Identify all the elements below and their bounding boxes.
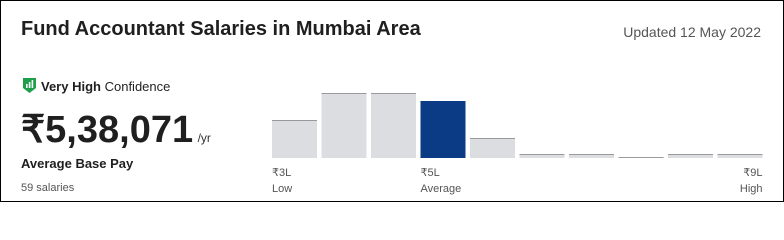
confidence-text: Confidence [104, 79, 171, 94]
x-caption: High [740, 183, 763, 195]
pay-unit: /yr [197, 131, 211, 145]
pay-label: Average Base Pay [21, 156, 134, 171]
pay-amount-row: ₹5,38,071 /yr [21, 107, 211, 152]
confidence-icon [23, 78, 36, 93]
x-caption: Low [272, 183, 292, 195]
bar [569, 154, 614, 158]
x-tick-label: ₹3L [272, 167, 291, 179]
bar [470, 138, 515, 158]
x-tick-label: ₹5L [421, 167, 440, 179]
bar [519, 154, 565, 158]
histogram: ₹3L Low ₹5L Average ₹9L High [272, 93, 763, 195]
bar [717, 154, 763, 158]
x-caption: Average [421, 183, 462, 195]
confidence-level: Very High [41, 79, 101, 94]
salary-count: 59 salaries [21, 182, 75, 194]
bar [668, 154, 713, 158]
bar [321, 93, 367, 158]
confidence: Very High Confidence [41, 79, 170, 94]
salary-card: Fund Accountant Salaries in Mumbai Area … [0, 0, 784, 202]
pay-amount: ₹5,38,071 [21, 109, 194, 151]
title: Fund Accountant Salaries in Mumbai Area [21, 18, 421, 40]
x-tick-label: ₹9L [743, 167, 762, 179]
bar [371, 93, 416, 158]
updated-date: Updated 12 May 2022 [623, 24, 761, 40]
bar [272, 120, 317, 158]
bar [420, 101, 466, 158]
